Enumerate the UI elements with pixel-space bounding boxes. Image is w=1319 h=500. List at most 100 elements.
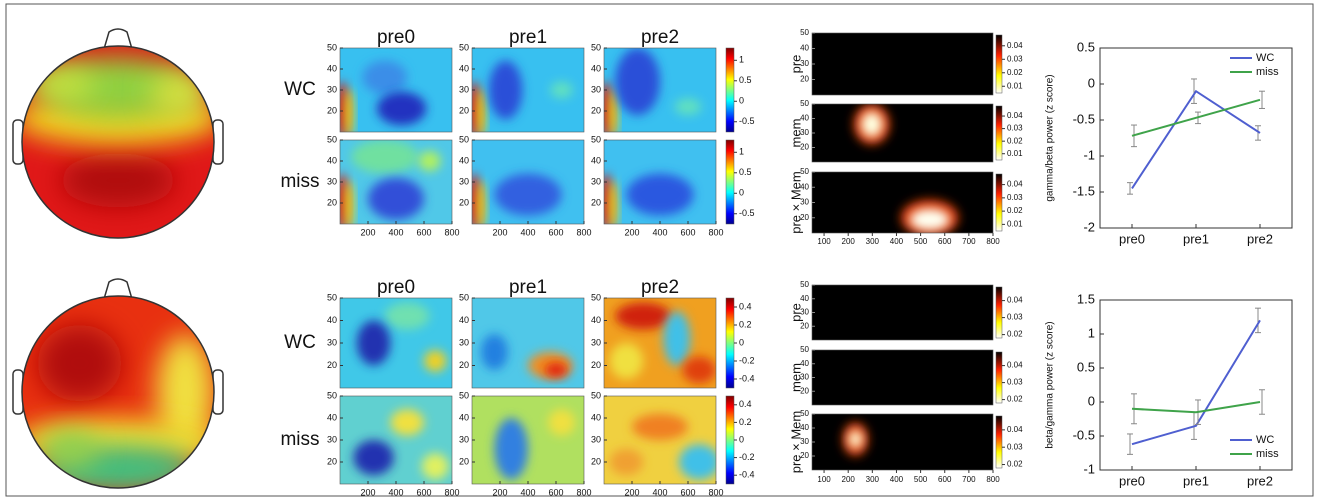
base	[812, 414, 993, 470]
colorbar-tick-label: 0.04	[1007, 296, 1023, 305]
x-tick-label: 600	[548, 487, 563, 497]
blob	[362, 61, 407, 95]
x-tick-label: 200	[842, 237, 856, 246]
y-axis-label: beta/gamma power (z score)	[1045, 321, 1056, 448]
clipped-group	[601, 48, 716, 140]
colorbar-tick-label: -0.2	[739, 355, 755, 365]
y-tick-label: 50	[800, 409, 809, 418]
y-tick-label: 30	[591, 84, 601, 94]
x-tick-label: 800	[986, 475, 1000, 484]
colorbar-tick-label: 1	[739, 147, 744, 157]
colorbar	[726, 48, 734, 132]
x-tick-label: 200	[624, 487, 639, 497]
colorbar-tick-label: 0.02	[1007, 330, 1023, 339]
row-label: miss	[280, 171, 319, 192]
y-tick-label: 50	[800, 99, 809, 108]
colorbar	[996, 35, 1002, 93]
blob	[545, 363, 567, 377]
y-tick-label: 20	[459, 105, 469, 115]
blob	[60, 154, 175, 208]
y-tick-label: 50	[800, 167, 809, 176]
x-tick-label: pre1	[1183, 473, 1209, 488]
y-tick-label: 30	[800, 59, 809, 68]
x-tick-label: 800	[708, 227, 723, 237]
blob	[910, 209, 950, 231]
y-tick-label: 30	[327, 176, 337, 186]
y-tick-label: 40	[591, 412, 601, 422]
y-tick-label: 40	[800, 44, 809, 53]
x-tick-label: pre1	[1183, 231, 1209, 246]
blob	[368, 178, 424, 220]
y-tick-label: 0	[1088, 393, 1095, 408]
x-tick-label: pre2	[1247, 473, 1273, 488]
x-tick-label: 400	[890, 475, 904, 484]
y-tick-label: 20	[327, 105, 337, 115]
y-tick-label: 30	[800, 437, 809, 446]
legend-label: WC	[1256, 434, 1274, 446]
blob	[476, 88, 485, 138]
y-tick-label: 30	[459, 176, 469, 186]
x-tick-label: 700	[962, 237, 976, 246]
y-tick-label: 30	[459, 337, 469, 347]
x-tick-label: 400	[890, 237, 904, 246]
y-tick-label: 40	[327, 412, 337, 422]
base	[812, 33, 993, 95]
y-tick-label: 40	[800, 423, 809, 432]
y-tick-label: 20	[591, 197, 601, 207]
colorbar-tick-label: 0.04	[1007, 41, 1023, 50]
y-tick-label: 20	[459, 197, 469, 207]
y-tick-label: 20	[800, 451, 809, 460]
blob	[548, 409, 575, 435]
x-tick-label: 600	[416, 487, 431, 497]
column-title: pre2	[641, 27, 679, 48]
y-tick-label: 1.5	[1077, 291, 1095, 306]
clipped-group	[472, 298, 584, 388]
x-tick-label: 200	[492, 487, 507, 497]
blob	[494, 174, 561, 216]
clipped-group	[472, 396, 584, 484]
x-tick-label: 100	[817, 475, 831, 484]
y-tick-label: 30	[327, 337, 337, 347]
y-tick-label: 40	[459, 63, 469, 73]
x-tick-label: 600	[938, 475, 952, 484]
y-tick-label: 40	[459, 315, 469, 325]
colorbar-tick-label: 0.04	[1007, 180, 1023, 189]
y-tick-label: 0.5	[1077, 39, 1095, 54]
x-tick-label: 400	[652, 487, 667, 497]
y-tick-label: 30	[327, 434, 337, 444]
colorbar-tick-label: 0.03	[1007, 193, 1023, 202]
colorbar-tick-label: 0.4	[739, 301, 752, 311]
clipped-group	[604, 298, 716, 388]
blob	[675, 98, 702, 115]
y-tick-label: 50	[800, 28, 809, 37]
figure: pre0 pre1 pre2 WC 20 30 40 50 20 30 40 50 20 30 40 50 -0…	[0, 0, 1319, 500]
y-tick-label: 20	[591, 105, 601, 115]
clipped-group	[812, 172, 993, 236]
x-tick-label: 600	[680, 227, 695, 237]
colorbar	[726, 396, 734, 484]
page: pre0 pre1 pre2 WC 20 30 40 50 20 30 40 50 20 30 40 50 -0…	[0, 0, 1319, 500]
clipped-group	[604, 396, 719, 484]
colorbar-tick-label: 0.01	[1007, 219, 1023, 228]
y-tick-label: 50	[591, 134, 601, 144]
colorbar-tick-label: 0.03	[1007, 378, 1023, 387]
clipped-group	[812, 104, 993, 162]
y-tick-label: 40	[327, 63, 337, 73]
x-tick-label: pre0	[1119, 473, 1145, 488]
colorbar-tick-label: -0.5	[739, 116, 755, 126]
blob	[626, 174, 693, 216]
y-axis-label: gamma/beta power (z score)	[1045, 74, 1056, 201]
x-tick-label: 800	[576, 227, 591, 237]
y-tick-label: -0.5	[1073, 111, 1095, 126]
y-tick-label: -0.5	[1073, 427, 1095, 442]
y-tick-label: 50	[459, 134, 469, 144]
x-tick-label: 600	[680, 487, 695, 497]
y-tick-label: 20	[591, 360, 601, 370]
colorbar-tick-label: 0	[739, 96, 744, 106]
clipped-group	[12, 46, 223, 238]
colorbar	[996, 174, 1002, 231]
y-tick-label: 30	[800, 308, 809, 317]
y-tick-label: 50	[327, 134, 337, 144]
y-tick-label: 20	[591, 456, 601, 466]
colorbar-tick-label: 0.02	[1007, 395, 1023, 404]
